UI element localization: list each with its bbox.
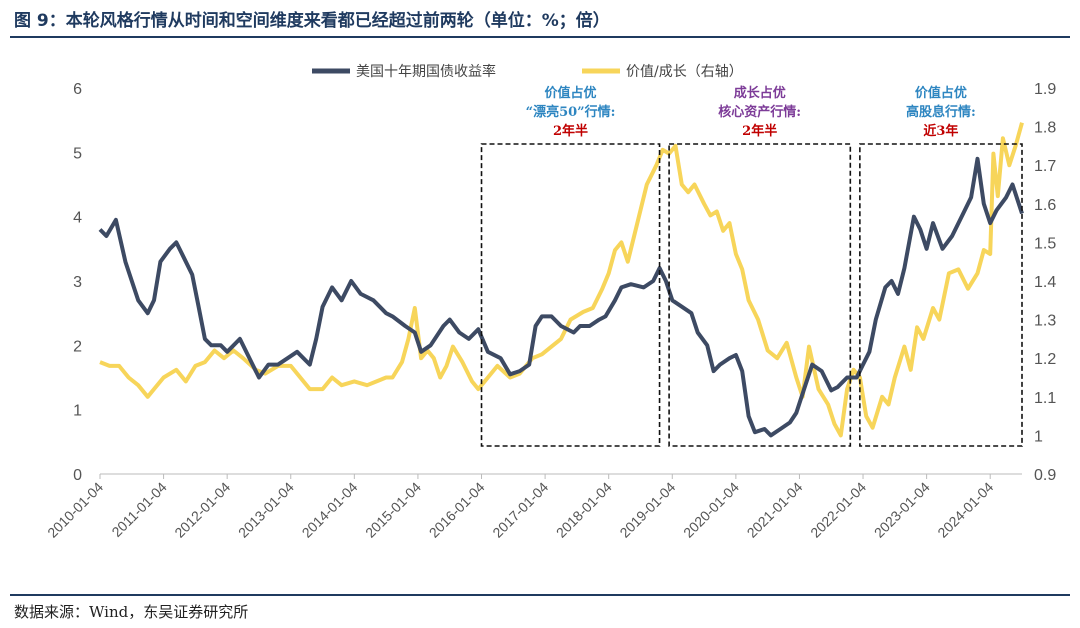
y-left-tick-label: 4 [73,210,82,227]
y-right-tick-label: 1.9 [1034,81,1056,98]
y-right-tick-label: 1.6 [1034,197,1056,214]
y-left-tick-label: 0 [73,467,82,484]
legend-label-yield: 美国十年期国债收益率 [356,63,496,80]
annotation-text: 2年半 [553,123,588,139]
x-tick-label: 2011-01-04 [108,479,169,540]
x-tick-label: 2013-01-04 [235,479,297,541]
title-rule [10,36,1070,38]
x-tick-label: 2010-01-04 [44,479,106,541]
annotation-text: 价值占优 [545,85,597,101]
y-right-tick-label: 1.4 [1034,274,1056,291]
y-right-tick-label: 1.3 [1034,313,1056,330]
y-right-tick-label: 1 [1034,428,1043,445]
x-tick-label: 2019-01-04 [616,479,678,541]
source-rule [10,594,1070,596]
annotation-text: 成长占优 [734,85,786,101]
series-line-yield [98,156,1024,438]
line-chart: 0 1 2 3 4 5 6 0.9 1 1.1 1.2 1.3 1.4 1.5 1.6 1.7 1.8 1.9 20… [44,63,1056,541]
y-right-tick-label: 0.9 [1034,467,1056,484]
source-note: 数据来源：Wind，东吴证券研究所 [14,603,249,621]
x-tick-label: 2024-01-04 [934,479,996,541]
axes: 0 1 2 3 4 5 6 0.9 1 1.1 1.2 1.3 1.4 1.5 1.6 1.7 1.8 1.9 20… [44,81,1056,541]
y-left-tick-label: 5 [73,145,82,162]
legend: 美国十年期国债收益率 价值/成长（右轴） [312,63,743,80]
annotation-box [859,143,1023,447]
annotation-box [668,143,852,447]
annotation-text: 高股息行情: [906,104,976,120]
y-left-tick-label: 2 [73,338,82,355]
x-tick-label: 2016-01-04 [426,479,488,541]
annotation-text: “漂亮50”行情: [526,104,616,120]
annotation-text: 2年半 [742,123,777,139]
x-tick-label: 2012-01-04 [171,479,233,541]
y-right-tick-label: 1.7 [1034,158,1056,175]
annotation-text: 近3年 [923,123,958,139]
x-tick-label: 2021-01-04 [744,479,806,541]
y-right-tick-label: 1.1 [1034,390,1056,407]
y-left-tick-label: 3 [73,274,82,291]
figure-title: 图 9：本轮风格行情从时间和空间维度来看都已经超过前两轮（单位：%；倍） [14,11,610,31]
y-right-tick-label: 1.2 [1034,351,1056,368]
x-tick-label: 2018-01-04 [553,479,615,541]
series-line-value-growth [99,122,1024,438]
x-tick-label: 2020-01-04 [680,479,742,541]
x-tick-label: 2015-01-04 [362,479,424,541]
x-tick-label: 2014-01-04 [299,479,361,541]
series-lines [98,122,1024,438]
annotation-text: 核心资产行情: [718,104,801,120]
legend-label-value-growth: 价值/成长（右轴） [626,64,743,80]
x-tick-label: 2023-01-04 [871,479,933,541]
y-right-tick-label: 1.5 [1034,235,1056,252]
y-left-tick-label: 6 [73,81,82,98]
y-right-tick-label: 1.8 [1034,120,1056,137]
x-tick-label: 2022-01-04 [807,479,869,541]
y-left-tick-label: 1 [73,403,82,420]
annotation-text: 价值占优 [915,85,967,101]
annotation-box [480,143,661,447]
x-tick-label: 2017-01-04 [489,479,551,541]
